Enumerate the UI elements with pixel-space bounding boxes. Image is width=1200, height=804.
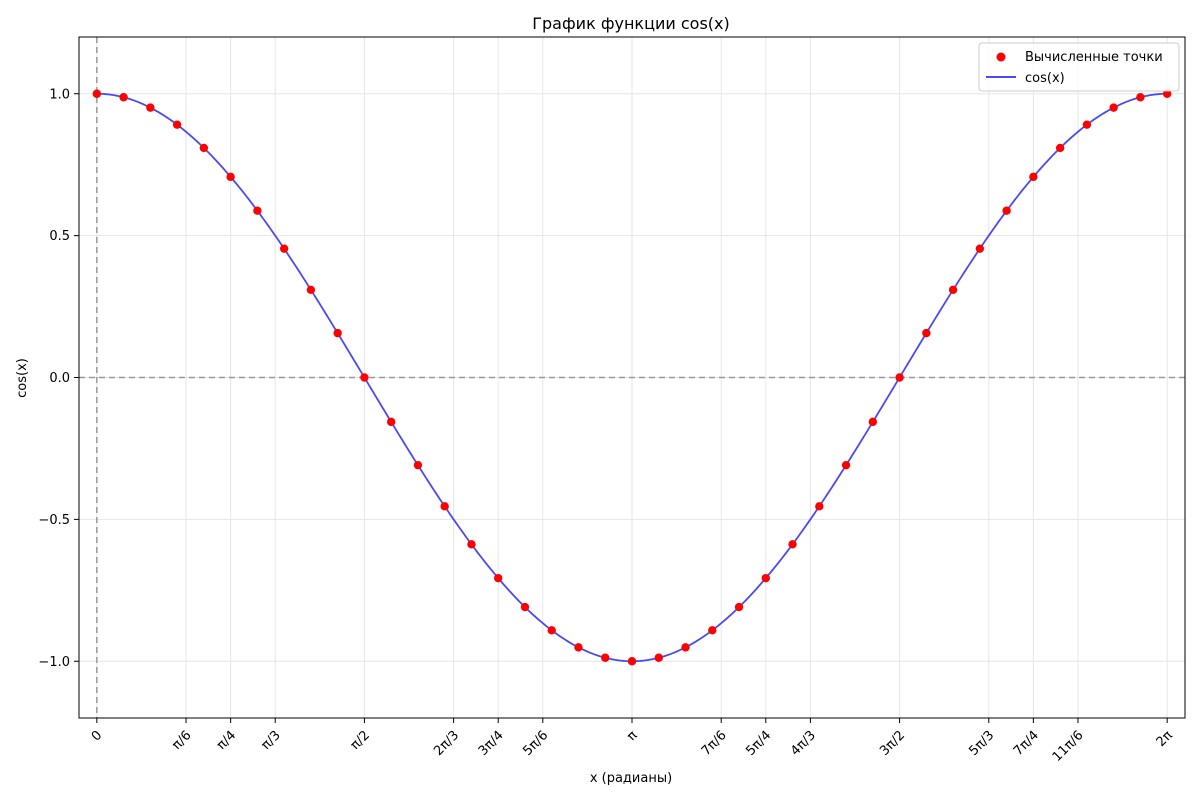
- data-point: [841, 460, 851, 470]
- x-tick-label: 2π/3: [431, 728, 462, 759]
- data-point: [975, 244, 985, 253]
- data-point: [654, 653, 663, 662]
- data-point: [868, 417, 878, 427]
- x-tick-label: 7π/4: [1011, 728, 1042, 759]
- data-point: [1082, 120, 1092, 129]
- legend-box: [978, 42, 1180, 92]
- data-point: [761, 573, 770, 583]
- data-point: [306, 285, 316, 295]
- data-point: [815, 502, 824, 511]
- data-point: [1109, 103, 1118, 112]
- y-axis-label: cos(x): [15, 358, 30, 398]
- data-point: [547, 626, 556, 635]
- x-tick-label: π/6: [169, 728, 194, 753]
- x-tick-label: 5π/6: [520, 728, 551, 759]
- axis-ticks: 0 π/6 π/4 π/3 π/2 2π/3 3π/4 5π/6 π 7π/6 5π/4 4π/3 3π…: [38, 87, 1175, 765]
- data-point: [922, 328, 931, 338]
- data-point: [494, 573, 503, 583]
- data-point: [948, 285, 958, 295]
- data-point: [172, 120, 182, 129]
- x-tick-label: 11π/6: [1050, 728, 1087, 765]
- data-point: [253, 206, 262, 215]
- reference-lines: [79, 37, 1185, 718]
- y-tick-label: −1.0: [38, 655, 70, 670]
- data-point: [1136, 93, 1145, 102]
- data-point: [627, 657, 637, 666]
- y-tick-label: −0.5: [38, 513, 70, 528]
- data-point: [279, 244, 289, 253]
- data-point: [333, 328, 342, 338]
- chart-title: График функции cos(x): [532, 14, 729, 33]
- legend-label-points: Вычисленные точки: [1025, 50, 1163, 65]
- data-point: [199, 143, 209, 153]
- data-point: [788, 540, 797, 549]
- legend: Вычисленные точки cos(x): [978, 42, 1180, 92]
- x-tick-label: 3π/4: [476, 728, 507, 759]
- data-point: [1002, 206, 1011, 215]
- data-point: [440, 502, 449, 511]
- data-point: [92, 89, 102, 98]
- data-point: [734, 602, 744, 612]
- x-tick-label: π/3: [259, 728, 284, 753]
- data-point: [895, 373, 904, 382]
- x-tick-label: 4π/3: [788, 728, 819, 759]
- y-tick-label: 1.0: [49, 87, 70, 102]
- data-point: [413, 460, 423, 470]
- x-tick-label: π: [624, 728, 640, 744]
- data-point: [386, 417, 396, 427]
- data-point: [226, 172, 235, 182]
- y-tick-label: 0.5: [49, 229, 70, 244]
- x-tick-label: 3π/2: [877, 728, 908, 759]
- data-point: [1029, 172, 1038, 182]
- x-axis-label: x (радианы): [590, 771, 672, 786]
- scatter-series-layer: [92, 89, 1172, 666]
- x-tick-label: 0: [89, 728, 105, 744]
- x-tick-label: 7π/6: [699, 728, 730, 759]
- data-point: [1162, 89, 1172, 98]
- x-tick-label: 5π/4: [743, 728, 774, 759]
- data-point: [146, 103, 155, 112]
- data-point: [681, 643, 690, 652]
- data-point: [520, 602, 530, 612]
- x-tick-label: 2π: [1154, 728, 1176, 750]
- legend-label-line: cos(x): [1025, 71, 1065, 86]
- y-tick-label: 0.0: [49, 371, 70, 386]
- legend-marker-points: [996, 52, 1006, 62]
- x-tick-label: π/2: [348, 728, 373, 753]
- data-point: [467, 540, 476, 549]
- data-point: [119, 93, 128, 102]
- data-point: [360, 373, 369, 382]
- data-point: [601, 653, 610, 662]
- data-point: [1055, 143, 1065, 153]
- data-point: [708, 626, 717, 635]
- x-tick-label: 5π/3: [966, 728, 997, 759]
- x-tick-label: π/4: [214, 728, 239, 753]
- data-point: [574, 643, 583, 652]
